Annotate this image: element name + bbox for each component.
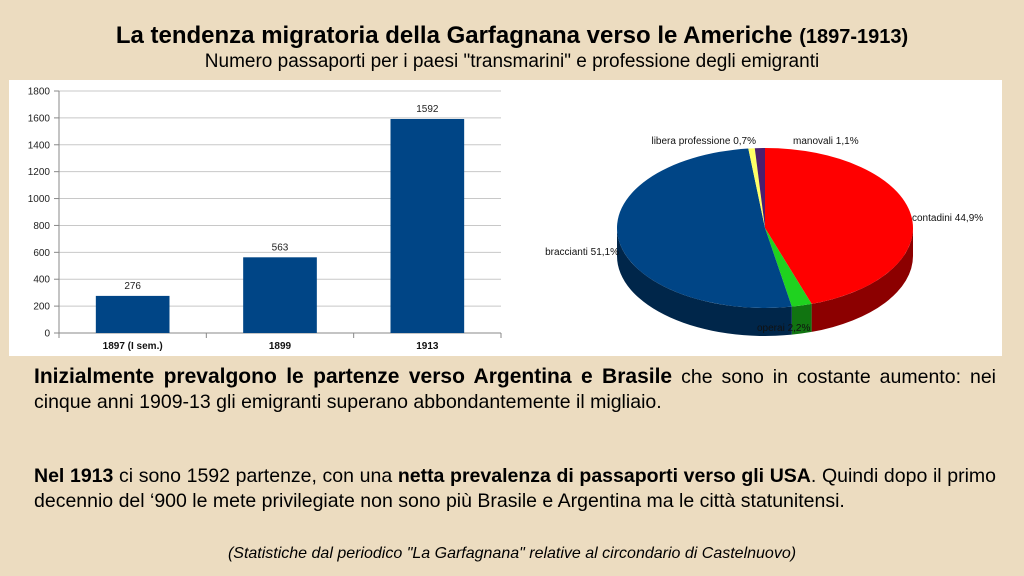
y-tick-label: 1800	[28, 87, 51, 98]
pie-slice-side	[791, 303, 812, 335]
paragraph-2-highlight: netta prevalenza di passaporti verso gli…	[397, 465, 811, 487]
y-tick-label: 1200	[28, 167, 51, 178]
bar	[390, 118, 465, 333]
pie-slice-side	[811, 228, 913, 332]
paragraph-2-text-a: ci sono 1592 partenze, con una	[113, 465, 398, 487]
paragraph-2-text-b: . Quindi dopo il primo decennio del ‘900…	[34, 465, 997, 512]
y-tick-label: 400	[33, 275, 50, 286]
category-label: 1899	[269, 341, 292, 352]
bar	[243, 257, 317, 333]
pie-slice-label: braccianti 51,1%	[545, 247, 619, 258]
bar-value-label: 1592	[416, 104, 439, 115]
title-years: (1897-1913)	[799, 26, 909, 48]
pie-slice-side	[617, 228, 792, 336]
category-label: 1897 (I sem.)	[103, 341, 163, 352]
bar	[95, 295, 170, 333]
pie-slice	[617, 148, 792, 308]
y-tick-label: 1000	[28, 194, 51, 205]
title-main: La tendenza migratoria della Garfagnana …	[115, 22, 793, 49]
bar-chart: 0 200 400 600 800 1000 1200 1400 1600 1800 276 1897…	[28, 87, 502, 352]
paragraph-1-lead: Inizialmente prevalgono le partenze vers…	[34, 365, 673, 388]
y-tick-label: 0	[44, 329, 50, 340]
pie-slice-label: contadini 44,9%	[912, 213, 983, 224]
y-tick-label: 1600	[28, 113, 51, 124]
y-tick-label: 600	[33, 248, 50, 259]
bar-value-label: 276	[124, 281, 141, 292]
pie-slice-label: libera professione 0,7%	[651, 136, 756, 147]
category-label: 1913	[416, 341, 439, 352]
paragraph-2-year: Nel 1913	[34, 465, 114, 487]
paragraph-2: Nel 1913 ci sono 1592 partenze, con una …	[34, 464, 996, 514]
page-title: La tendenza migratoria della Garfagnana …	[0, 22, 1024, 50]
pie-slice	[765, 148, 913, 304]
source-note: (Statistiche dal periodico "La Garfagnan…	[227, 545, 797, 562]
y-tick-label: 800	[33, 221, 50, 232]
paragraph-1-rest: che sono in costante aumento: nei cinque…	[34, 366, 996, 413]
page-subtitle: Numero passaporti per i paesi "transmari…	[204, 51, 820, 72]
pie-slice	[754, 148, 765, 228]
pie-slice	[748, 148, 765, 228]
pie-slice-label: manovali 1,1%	[793, 136, 859, 147]
y-tick-label: 200	[33, 302, 50, 313]
pie-chart: contadini 44,9% operai 2,2% braccianti 51,…	[545, 136, 983, 336]
pie-slice	[765, 228, 812, 307]
charts-panel: 0 200 400 600 800 1000 1200 1400 1600 1800 276 1897…	[9, 80, 1002, 356]
pie-slice-label: operai 2,2%	[757, 323, 810, 334]
paragraph-1: Inizialmente prevalgono le partenze vers…	[34, 364, 996, 415]
bar-value-label: 563	[272, 242, 289, 253]
y-tick-label: 1400	[28, 140, 51, 151]
